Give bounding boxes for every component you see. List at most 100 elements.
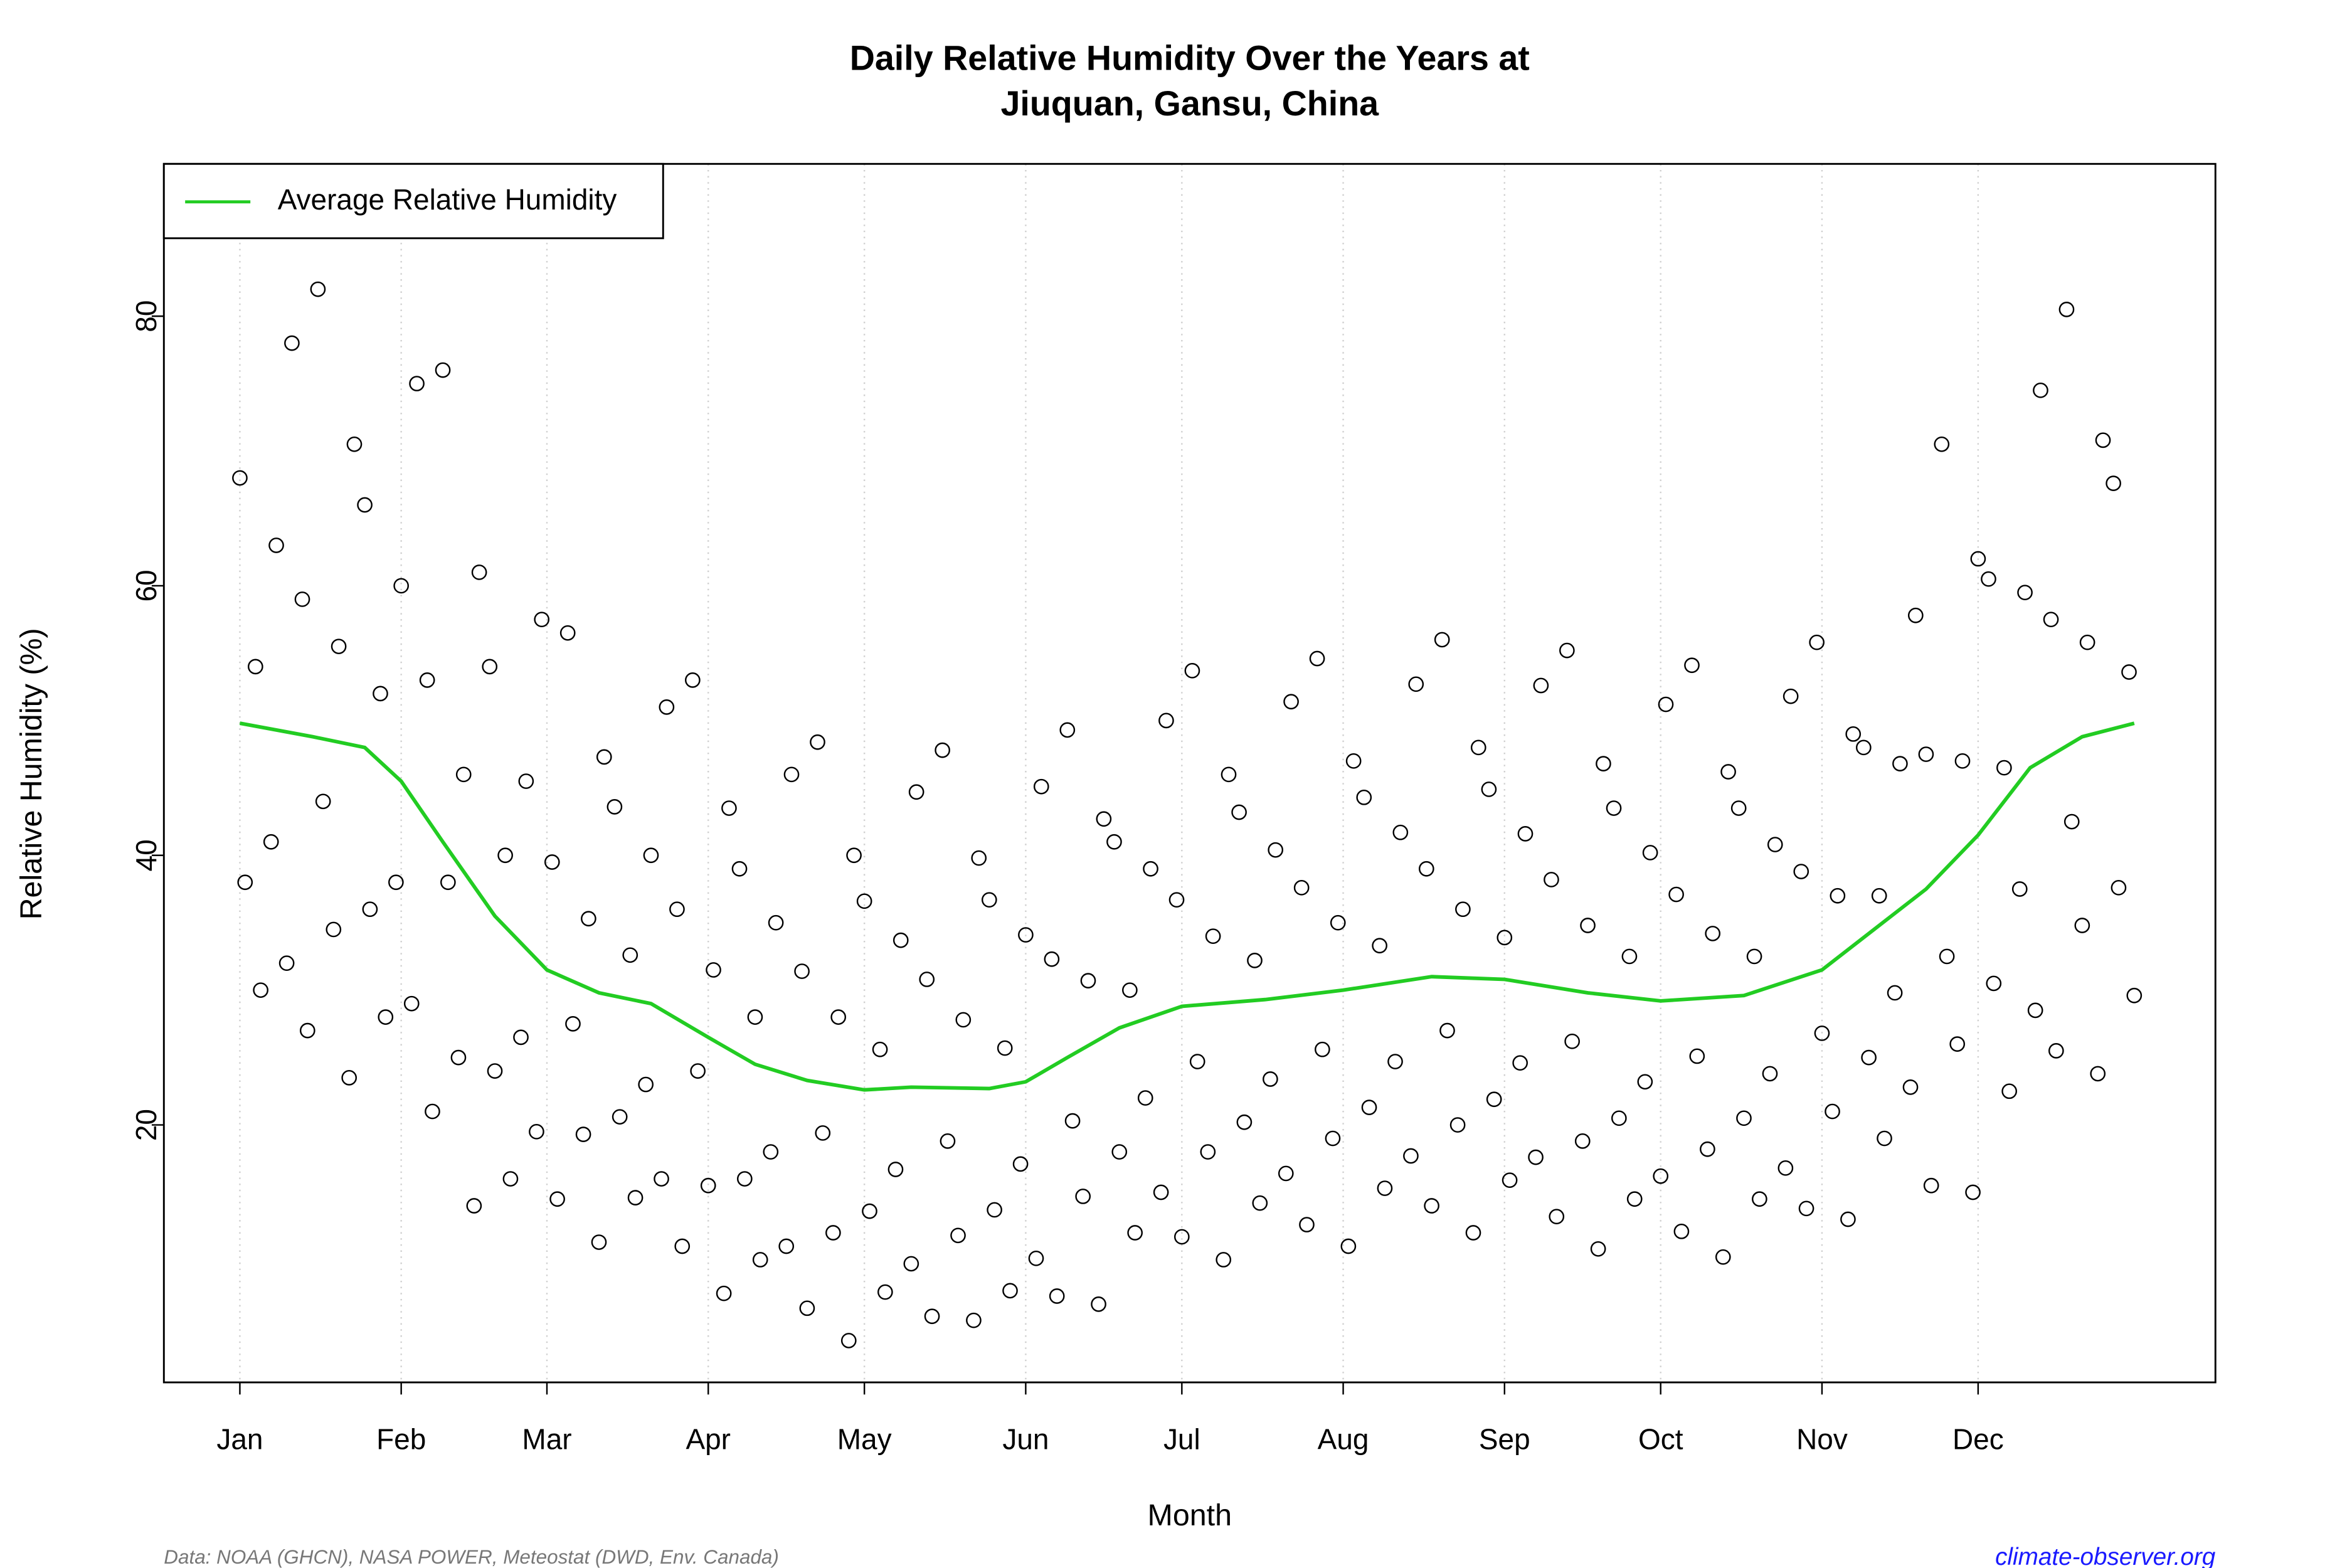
data-point: [2001, 1083, 2018, 1099]
data-point: [450, 1049, 467, 1066]
data-point: [1970, 551, 1986, 567]
data-point: [659, 699, 675, 715]
data-point: [2079, 634, 2095, 650]
data-point: [482, 659, 498, 675]
data-point: [1871, 887, 1887, 904]
data-point: [1018, 927, 1034, 943]
data-point: [1449, 1117, 1466, 1133]
data-point: [950, 1227, 966, 1244]
x-tick-label: Apr: [686, 1423, 731, 1456]
data-point: [1923, 1177, 1939, 1194]
data-point: [1830, 887, 1846, 904]
data-point: [2106, 475, 2121, 491]
data-point: [299, 1022, 315, 1039]
data-point: [1934, 436, 1950, 452]
data-point: [487, 1063, 503, 1079]
data-point: [1986, 975, 2002, 992]
data-point: [403, 995, 420, 1012]
data-point: [2027, 1002, 2043, 1019]
data-point: [1033, 778, 1049, 795]
data-point: [247, 659, 263, 675]
data-point: [872, 1041, 888, 1057]
data-point: [1736, 1110, 1752, 1126]
data-point: [1309, 650, 1325, 667]
data-point: [1278, 1165, 1294, 1182]
x-tick-label: Aug: [1318, 1423, 1369, 1456]
data-point: [1012, 1156, 1029, 1172]
data-point: [1907, 607, 1924, 623]
data-point: [1263, 1071, 1278, 1087]
data-point: [1528, 1149, 1544, 1165]
data-point: [1767, 837, 1783, 852]
data-point: [409, 376, 425, 391]
data-point: [559, 625, 576, 641]
data-point: [1892, 756, 1908, 771]
data-point: [1658, 696, 1674, 712]
data-point: [284, 335, 300, 351]
x-tick-label: Mar: [522, 1423, 571, 1456]
data-point: [1221, 766, 1237, 783]
data-point: [1377, 1180, 1393, 1196]
plot-frame: [162, 162, 2217, 1384]
data-point: [2043, 612, 2059, 628]
data-point: [1465, 1225, 1481, 1241]
data-point: [581, 911, 596, 927]
data-point: [997, 1040, 1013, 1056]
data-point: [1403, 1148, 1419, 1164]
data-point: [1705, 926, 1721, 941]
data-point: [1700, 1141, 1715, 1157]
data-point: [346, 436, 363, 452]
data-point: [935, 742, 950, 758]
data-point: [840, 1333, 857, 1348]
data-point: [1840, 1211, 1856, 1227]
data-point: [1845, 726, 1862, 742]
data-point: [1544, 872, 1559, 887]
data-point: [716, 1285, 732, 1301]
data-point: [2095, 432, 2111, 448]
data-point: [1965, 1184, 1981, 1200]
data-point: [1173, 1229, 1190, 1245]
data-point: [768, 914, 784, 931]
data-point: [1356, 790, 1372, 805]
data-point: [1730, 800, 1747, 816]
data-point: [1340, 1238, 1357, 1254]
data-point: [1981, 571, 1996, 587]
data-point: [534, 612, 550, 628]
data-point: [268, 538, 284, 553]
data-point: [763, 1144, 779, 1160]
y-tick-label: 20: [130, 1109, 162, 1141]
data-point: [1814, 1025, 1830, 1041]
data-point: [654, 1171, 669, 1187]
data-point: [1642, 845, 1658, 861]
data-point: [1512, 1055, 1528, 1071]
data-point: [1049, 1288, 1065, 1304]
data-point: [1606, 800, 1622, 816]
data-point: [1236, 1114, 1253, 1130]
data-point: [591, 1234, 607, 1250]
data-point: [1268, 842, 1284, 858]
data-point: [940, 1133, 956, 1149]
website-link[interactable]: climate-observer.org: [1995, 1544, 2216, 1568]
legend-label: Average Relative Humidity: [278, 183, 617, 216]
data-point: [1247, 953, 1263, 968]
data-point: [1590, 1241, 1606, 1257]
data-point: [1189, 1054, 1205, 1069]
data-point: [549, 1191, 565, 1207]
data-point: [685, 672, 701, 688]
data-point: [778, 1238, 795, 1254]
data-point: [529, 1123, 544, 1140]
data-point: [331, 638, 347, 654]
data-point: [565, 1016, 581, 1032]
data-point: [638, 1076, 654, 1093]
data-point: [877, 1284, 893, 1300]
data-point: [278, 955, 295, 972]
data-point: [326, 921, 342, 938]
data-point: [425, 1103, 440, 1120]
data-point: [903, 1256, 919, 1272]
data-point: [1330, 914, 1346, 931]
data-point: [825, 1225, 841, 1241]
x-axis-label: Month: [1148, 1498, 1232, 1532]
data-point: [1902, 1079, 1919, 1095]
data-point: [1720, 764, 1736, 780]
data-point: [1877, 1130, 1892, 1147]
